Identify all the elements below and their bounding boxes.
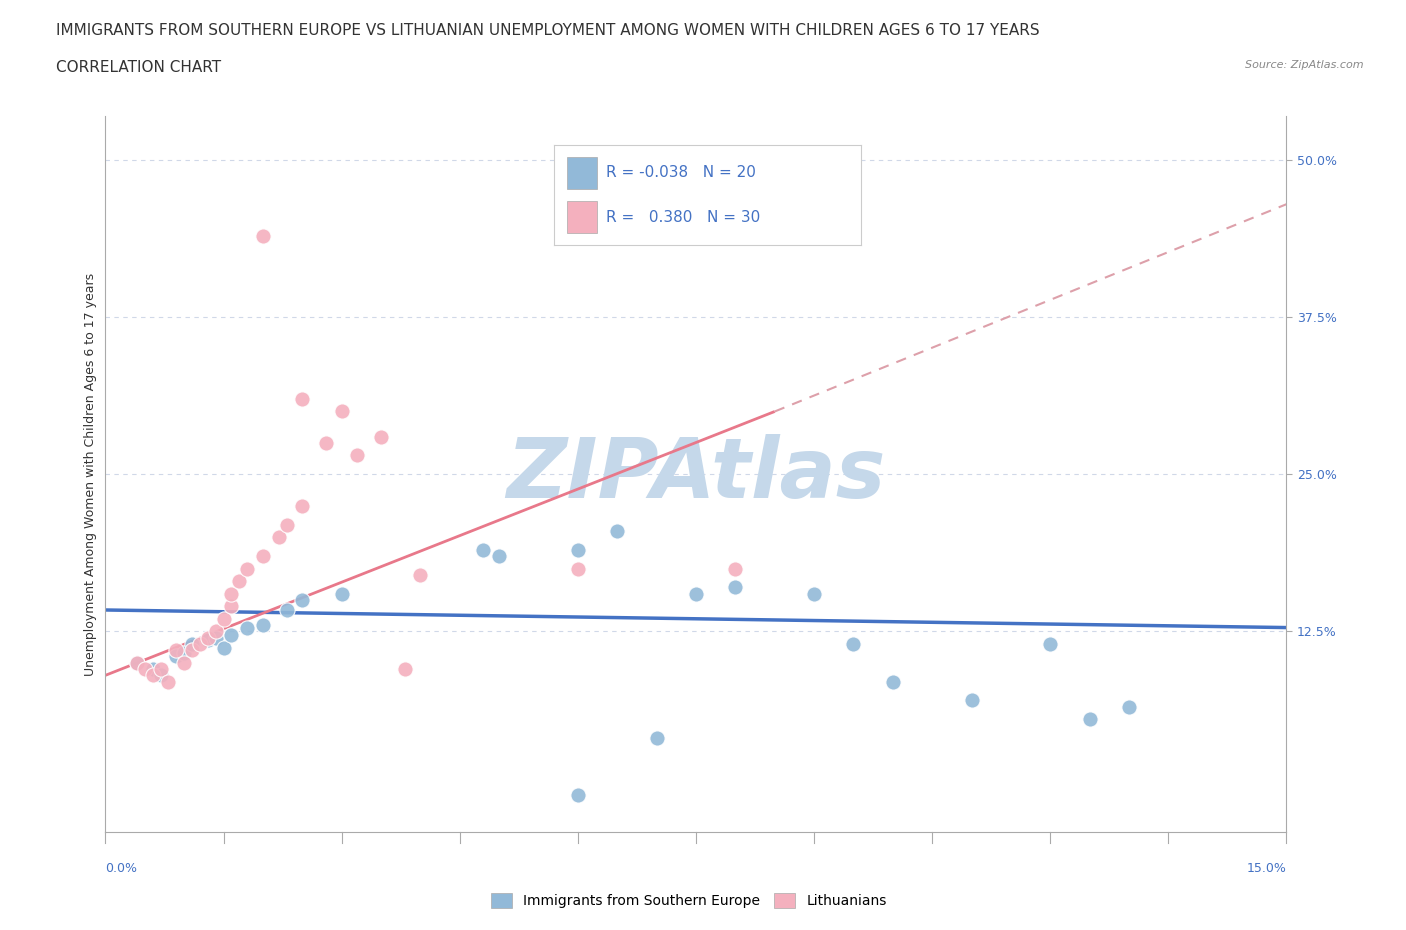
Point: [370, 429, 392, 444]
Point: [842, 636, 865, 651]
Text: CORRELATION CHART: CORRELATION CHART: [56, 60, 221, 75]
Text: R = -0.038   N = 20: R = -0.038 N = 20: [606, 166, 756, 180]
Point: [346, 448, 368, 463]
Text: 0.0%: 0.0%: [105, 862, 138, 875]
Point: [212, 640, 235, 655]
Point: [606, 524, 628, 538]
Point: [221, 586, 243, 601]
Point: [173, 645, 195, 660]
Point: [291, 592, 314, 607]
Point: [291, 498, 314, 513]
Point: [1078, 711, 1101, 726]
Text: IMMIGRANTS FROM SOUTHERN EUROPE VS LITHUANIAN UNEMPLOYMENT AMONG WOMEN WITH CHIL: IMMIGRANTS FROM SOUTHERN EUROPE VS LITHU…: [56, 23, 1040, 38]
Point: [204, 631, 226, 645]
Point: [173, 656, 195, 671]
Point: [252, 228, 274, 243]
Point: [472, 542, 495, 557]
Text: ZIPAtlas: ZIPAtlas: [506, 433, 886, 515]
Text: 15.0%: 15.0%: [1247, 862, 1286, 875]
Point: [724, 580, 747, 595]
Point: [142, 661, 165, 676]
Text: R =   0.380   N = 30: R = 0.380 N = 30: [606, 209, 761, 224]
Point: [149, 668, 172, 683]
FancyBboxPatch shape: [567, 157, 598, 189]
Point: [197, 631, 219, 645]
Point: [1039, 636, 1062, 651]
Point: [488, 549, 510, 564]
FancyBboxPatch shape: [567, 201, 598, 233]
Point: [645, 731, 668, 746]
Point: [567, 561, 589, 576]
Point: [276, 603, 298, 618]
Point: [291, 392, 314, 406]
Text: Source: ZipAtlas.com: Source: ZipAtlas.com: [1246, 60, 1364, 71]
Point: [228, 574, 250, 589]
Point: [567, 542, 589, 557]
Point: [134, 661, 156, 676]
Legend: Immigrants from Southern Europe, Lithuanians: Immigrants from Southern Europe, Lithuan…: [486, 888, 891, 914]
Point: [204, 624, 226, 639]
Point: [409, 567, 432, 582]
Point: [267, 530, 290, 545]
Point: [165, 643, 187, 658]
Point: [221, 599, 243, 614]
Point: [330, 586, 353, 601]
Point: [1118, 699, 1140, 714]
Point: [567, 787, 589, 802]
Point: [157, 674, 180, 689]
Point: [685, 586, 707, 601]
Point: [882, 674, 904, 689]
Point: [212, 611, 235, 626]
Point: [252, 618, 274, 632]
Point: [960, 693, 983, 708]
Point: [188, 636, 211, 651]
Point: [330, 404, 353, 418]
Point: [724, 561, 747, 576]
Point: [394, 661, 416, 676]
Point: [197, 632, 219, 647]
Point: [149, 661, 172, 676]
Point: [125, 656, 148, 671]
Point: [236, 561, 259, 576]
Point: [276, 517, 298, 532]
Point: [125, 656, 148, 671]
Point: [221, 628, 243, 643]
Point: [252, 549, 274, 564]
Point: [315, 435, 337, 450]
Point: [803, 586, 825, 601]
Y-axis label: Unemployment Among Women with Children Ages 6 to 17 years: Unemployment Among Women with Children A…: [84, 272, 97, 676]
Point: [181, 643, 204, 658]
Point: [142, 668, 165, 683]
Point: [236, 620, 259, 635]
Point: [181, 636, 204, 651]
Point: [165, 649, 187, 664]
